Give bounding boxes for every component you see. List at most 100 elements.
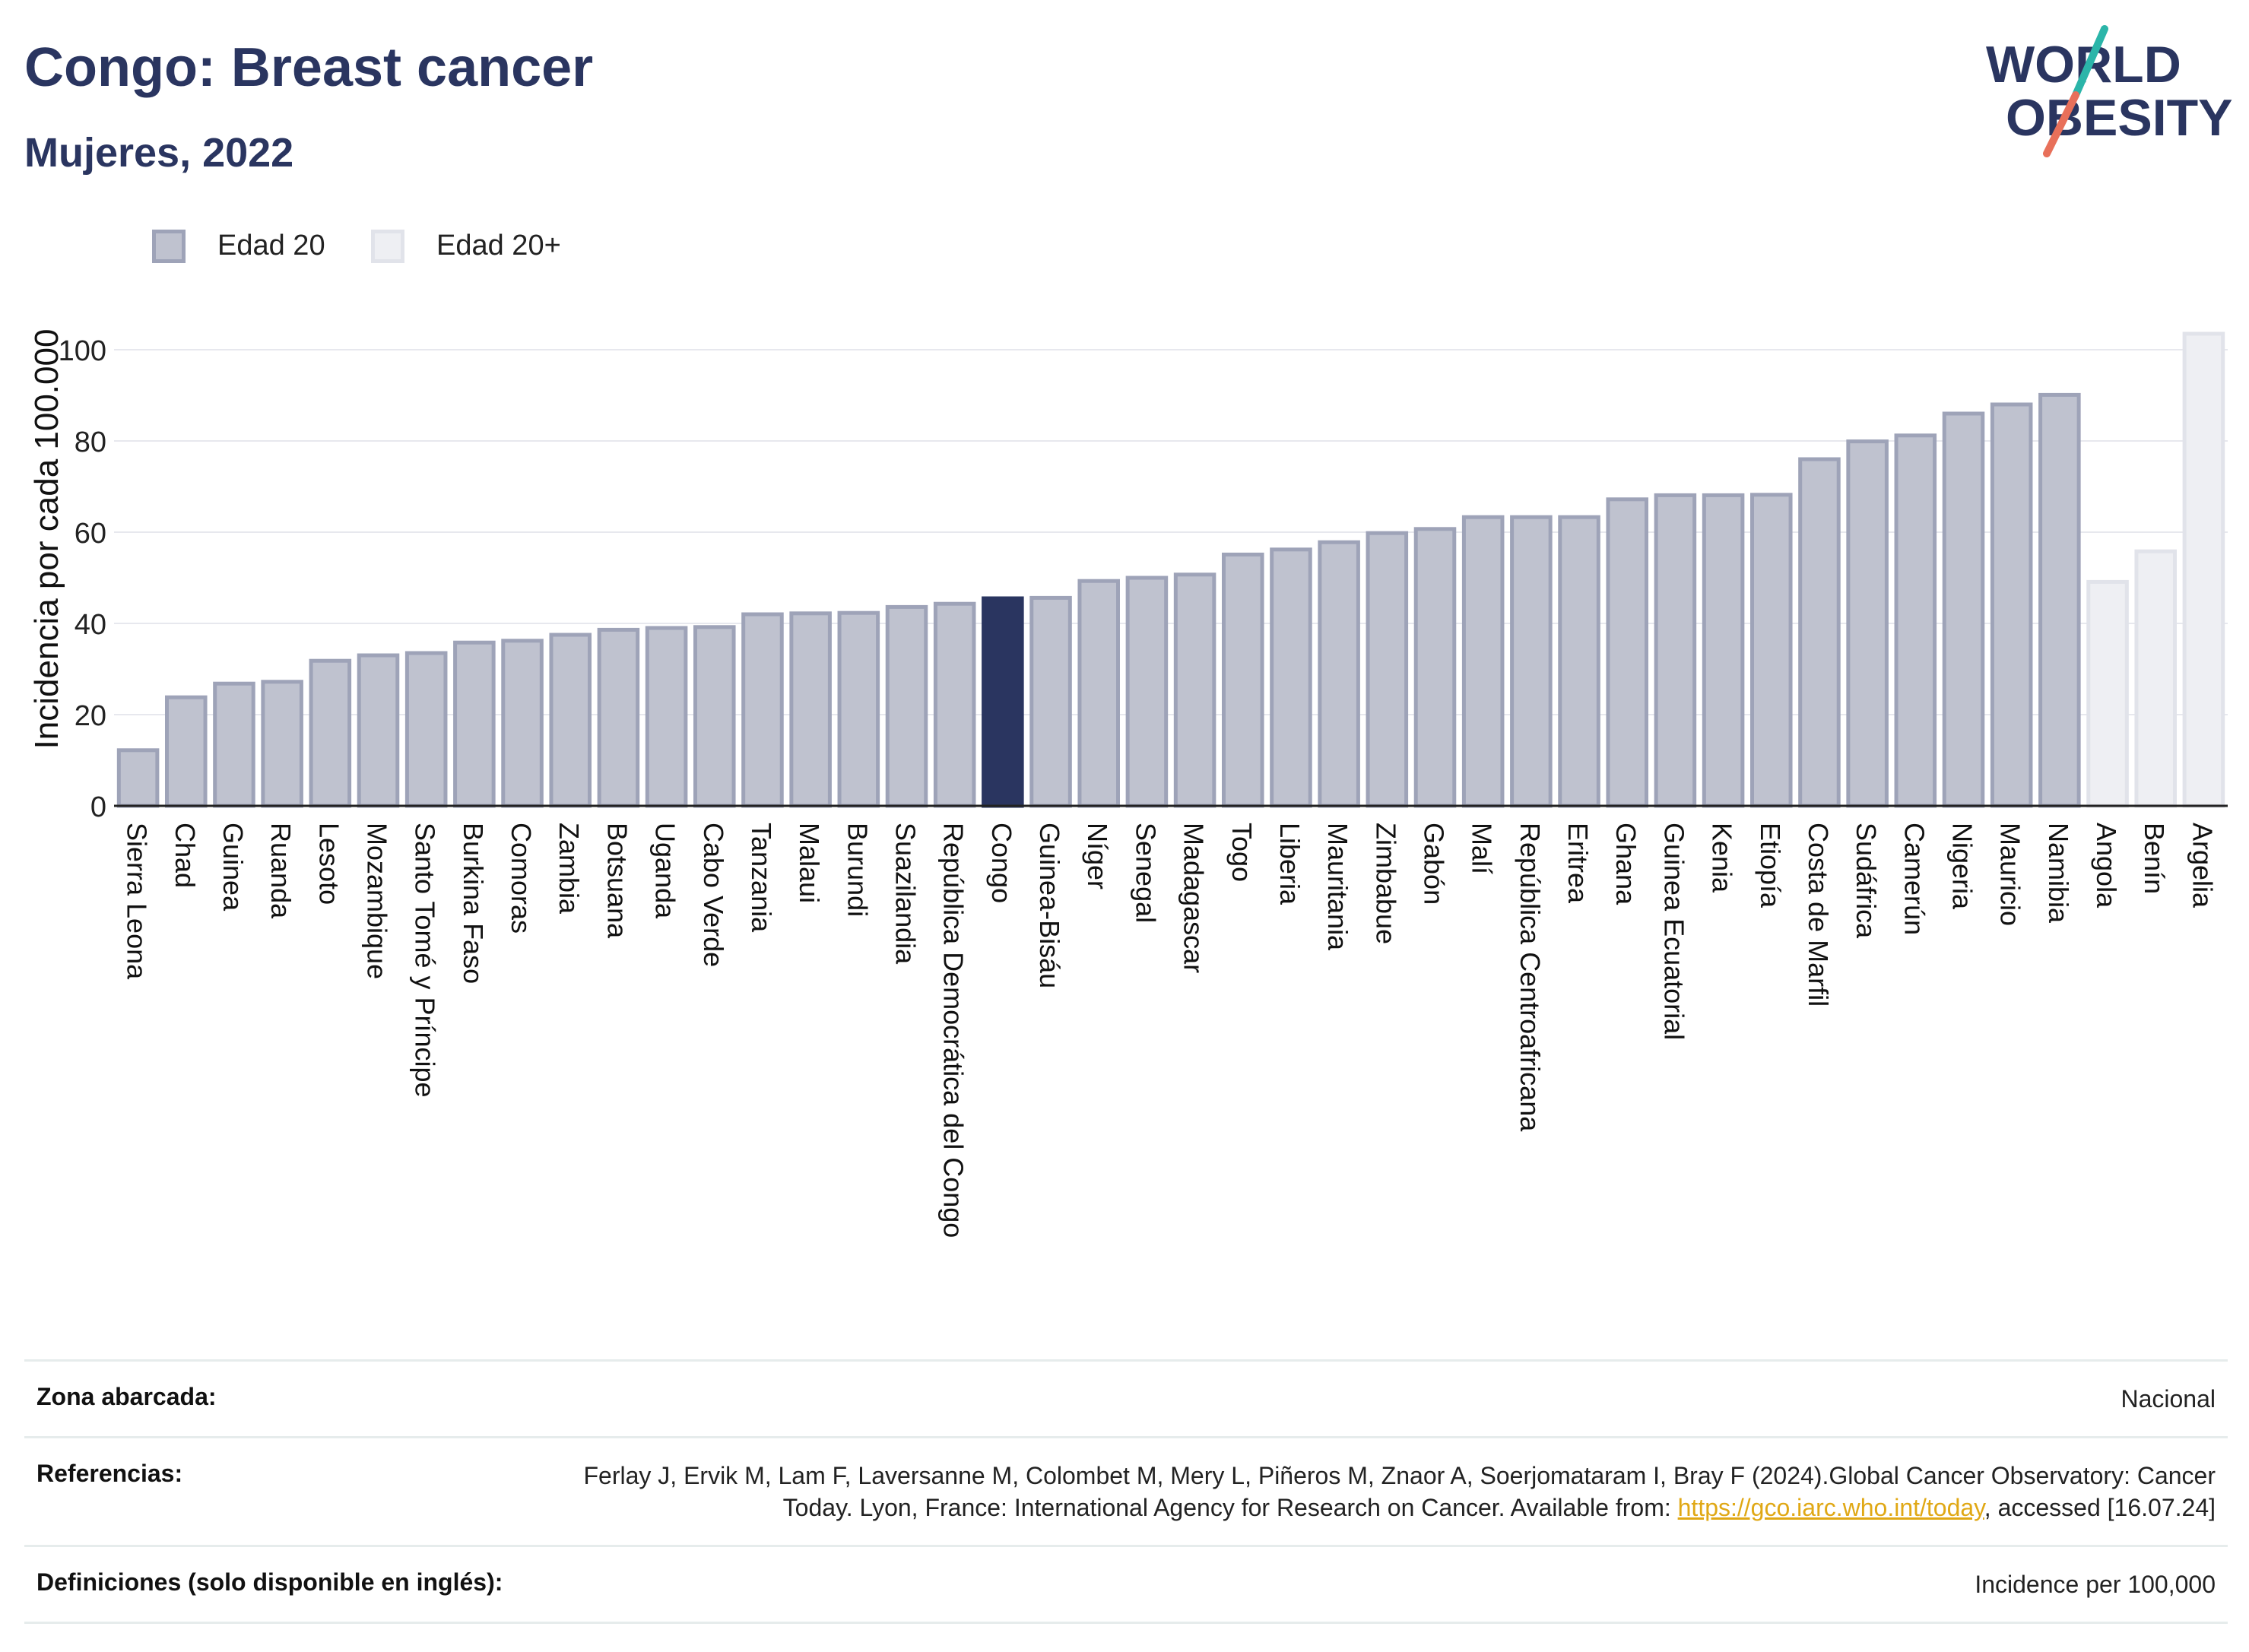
bar[interactable]	[1510, 515, 1553, 808]
x-tick-label: Burkina Faso	[458, 823, 489, 984]
x-tick-label: Kenia	[1707, 823, 1738, 893]
bar[interactable]	[1318, 540, 1360, 808]
bar[interactable]	[357, 653, 400, 808]
bar[interactable]	[1413, 527, 1457, 808]
bar[interactable]	[789, 611, 832, 808]
bar[interactable]	[1654, 493, 1697, 808]
bar[interactable]	[309, 658, 352, 808]
bar[interactable]	[741, 612, 784, 808]
y-tick-label: 0	[90, 791, 106, 823]
bar[interactable]	[982, 596, 1024, 808]
x-tick-label: Comoras	[506, 823, 537, 934]
x-tick-label: Senegal	[1130, 823, 1161, 923]
x-tick-label: Lesoto	[313, 823, 344, 905]
bar[interactable]	[1798, 457, 1841, 808]
x-tick-label: Cabo Verde	[698, 823, 729, 967]
x-tick-label: Congo	[986, 823, 1017, 903]
x-tick-label: Argelia	[2187, 823, 2218, 908]
bar[interactable]	[1125, 576, 1169, 808]
bar[interactable]	[549, 633, 592, 808]
bar[interactable]	[1990, 402, 2033, 808]
bar[interactable]	[165, 695, 208, 808]
x-tick-label: Zimbabue	[1370, 823, 1401, 944]
x-tick-label: Costa de Marfil	[1803, 823, 1834, 1007]
chart-bars	[116, 331, 2225, 808]
y-axis-ticks: 0 20 40 60 80 100	[59, 335, 106, 823]
x-tick-label: Sierra Leona	[122, 823, 153, 980]
bar[interactable]	[1846, 439, 1889, 808]
x-tick-label: Burundi	[842, 823, 873, 917]
bar[interactable]	[693, 625, 736, 808]
x-tick-label: Sudáfrica	[1851, 823, 1882, 939]
bar[interactable]	[1558, 515, 1600, 808]
bar[interactable]	[597, 627, 640, 808]
bar[interactable]	[645, 626, 688, 808]
bar[interactable]	[453, 640, 496, 808]
bar[interactable]	[2134, 549, 2178, 808]
x-tick-label: Togo	[1226, 823, 1258, 882]
bar[interactable]	[404, 651, 448, 808]
x-tick-label: Madagascar	[1178, 823, 1210, 973]
bar[interactable]	[1173, 572, 1216, 808]
bar[interactable]	[1942, 411, 1985, 808]
x-tick-label: Ghana	[1610, 823, 1642, 905]
x-tick-label: Chad	[170, 823, 201, 888]
x-tick-label: Ruanda	[265, 823, 297, 919]
x-axis-ticks: Sierra Leona Chad Guinea Ruanda Lesoto Mozamb…	[122, 823, 2219, 1238]
y-tick-label: 80	[75, 426, 106, 458]
info-row-definitions: Definiciones (solo disponible en inglés)…	[24, 1545, 2228, 1624]
x-tick-label: Malaui	[794, 823, 825, 903]
bar[interactable]	[1222, 552, 1264, 808]
x-tick-label: Níger	[1082, 823, 1113, 889]
bar[interactable]	[1077, 579, 1121, 808]
x-tick-label: Mauritania	[1322, 823, 1353, 951]
bar[interactable]	[1702, 493, 1745, 808]
zona-value: Nacional	[515, 1359, 2228, 1438]
x-tick-label: Nigeria	[1947, 823, 1978, 910]
x-tick-label: Liberia	[1274, 823, 1305, 905]
bar[interactable]	[885, 604, 928, 808]
bar-chart: 0 20 40 60 80 100 Sierra Leona Chad Guinea Ruand…	[28, 329, 2228, 1238]
x-tick-label: Namibia	[2043, 823, 2074, 924]
y-tick-label: 100	[59, 335, 106, 367]
references-value: Ferlay J, Ervik M, Lam F, Laversanne M, …	[515, 1436, 2228, 1547]
legend-label-edad-20: Edad 20	[217, 230, 325, 262]
y-tick-label: 20	[75, 700, 106, 732]
legend-swatch-edad-20	[152, 230, 186, 263]
x-tick-label: Guinea-Bisáu	[1034, 823, 1065, 988]
x-tick-label: Tanzania	[746, 823, 777, 933]
bar[interactable]	[1606, 497, 1649, 808]
x-tick-label: Malí	[1467, 823, 1498, 874]
y-tick-label: 60	[75, 518, 106, 550]
bar[interactable]	[213, 681, 255, 808]
legend-label-edad-20-plus: Edad 20+	[436, 230, 561, 262]
x-tick-label: Eritrea	[1562, 823, 1594, 904]
references-link[interactable]: https://gco.iarc.who.int/today	[1677, 1494, 1984, 1521]
bar[interactable]	[1894, 433, 1937, 808]
bar[interactable]	[116, 748, 160, 808]
bar[interactable]	[933, 601, 976, 808]
bar[interactable]	[1029, 595, 1072, 808]
x-tick-label: Guinea Ecuatorial	[1658, 823, 1689, 1040]
page-title: Congo: Breast cancer	[24, 37, 594, 98]
bar[interactable]	[1366, 531, 1409, 808]
bar[interactable]	[261, 680, 303, 808]
x-tick-label: Santo Tomé y Príncipe	[410, 823, 441, 1098]
bar[interactable]	[1461, 515, 1505, 808]
y-tick-label: 40	[75, 609, 106, 641]
bar[interactable]	[837, 610, 880, 808]
bar[interactable]	[2086, 579, 2129, 808]
x-tick-label: Zambia	[554, 823, 585, 915]
x-tick-label: Suazilandia	[890, 823, 921, 965]
bar[interactable]	[1270, 547, 1312, 808]
bar[interactable]	[2038, 392, 2081, 808]
zona-label: Zona abarcada:	[24, 1359, 515, 1438]
bar[interactable]	[1750, 493, 1793, 808]
x-tick-label: Mozambique	[362, 823, 393, 979]
x-tick-label: República Democrática del Congo	[938, 823, 969, 1238]
x-tick-label: Mauricio	[1995, 823, 2026, 926]
logo-slash-coral	[2043, 91, 2079, 157]
info-row-references: Referencias: Ferlay J, Ervik M, Lam F, L…	[24, 1436, 2228, 1547]
bar[interactable]	[501, 639, 544, 808]
bar[interactable]	[2182, 331, 2225, 808]
